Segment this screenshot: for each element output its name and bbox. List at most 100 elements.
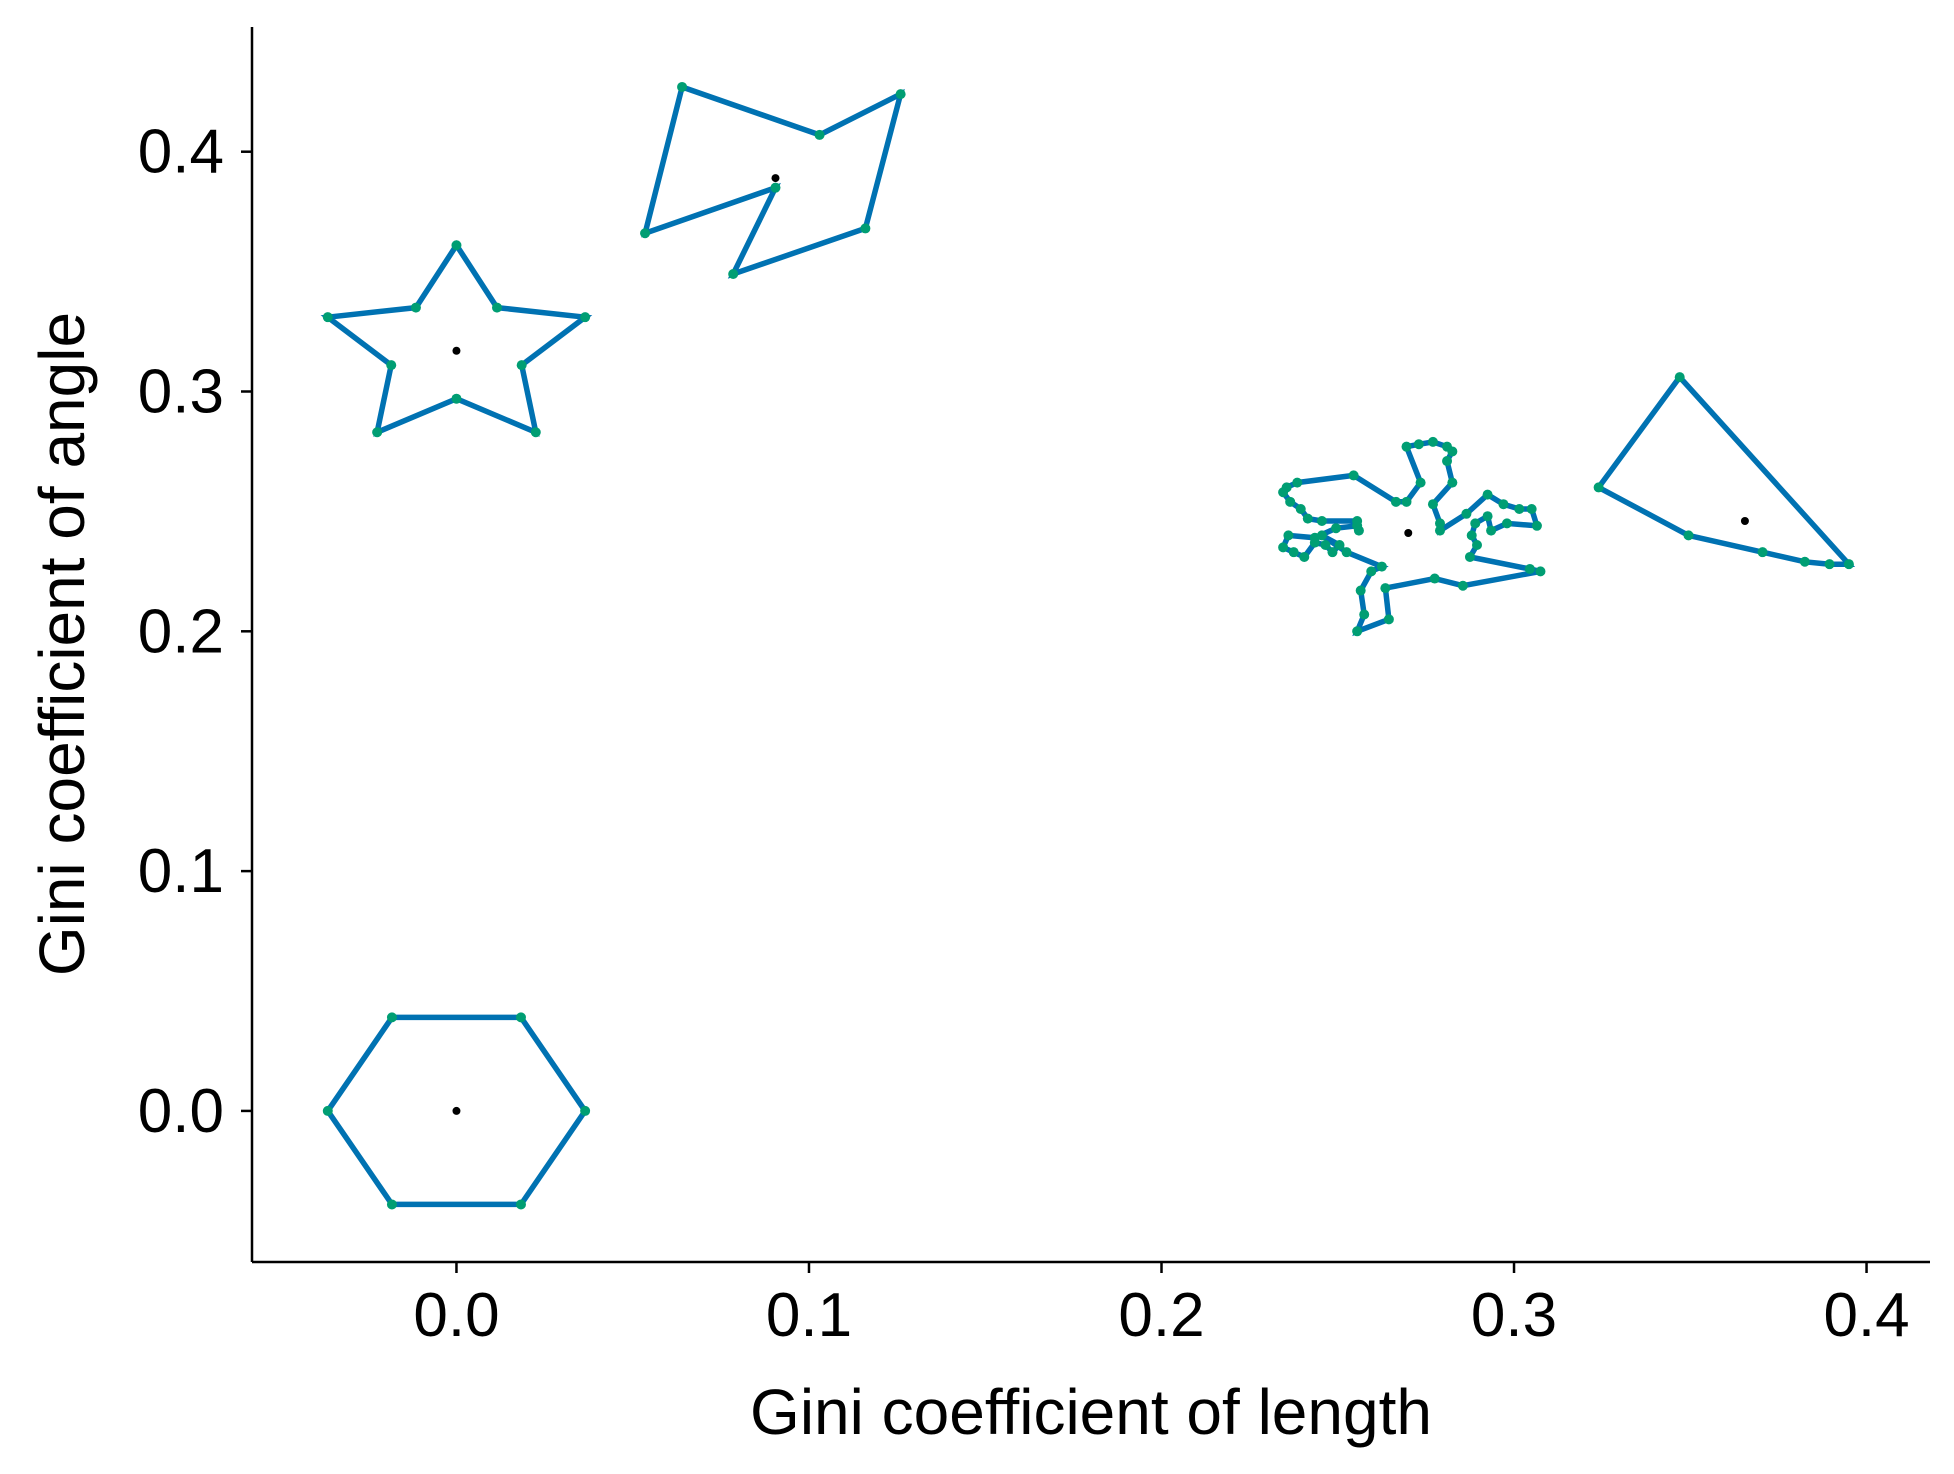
vertex-point <box>410 302 421 313</box>
vertex-point <box>1470 518 1481 529</box>
vertex-point <box>1461 508 1472 519</box>
vertex-point <box>1352 626 1363 637</box>
y-tick-label: 0.4 <box>138 118 224 187</box>
vertex-point <box>1348 470 1359 481</box>
y-tick-label: 0.2 <box>138 597 224 666</box>
vertex-point <box>1799 556 1810 567</box>
vertex-point <box>580 312 591 323</box>
vertex-point <box>860 223 871 234</box>
vertex-point <box>1535 566 1546 577</box>
vertex-point <box>1593 482 1604 493</box>
vertex-point <box>1327 547 1338 558</box>
x-tick-label: 0.2 <box>1118 1281 1204 1350</box>
vertex-point <box>1429 573 1440 584</box>
vertex-point <box>1383 614 1394 625</box>
shape-outline <box>641 83 905 279</box>
centroid-point <box>452 1106 461 1115</box>
vertex-point <box>1380 583 1391 594</box>
y-tick-label: 0.0 <box>138 1077 224 1146</box>
vertex-point <box>386 360 397 371</box>
vertex-point <box>580 1105 591 1116</box>
vertex-point <box>1341 547 1352 558</box>
vertex-point <box>1366 566 1377 577</box>
centroid-point <box>1404 528 1413 537</box>
vertex-point <box>1283 530 1294 541</box>
vertex-point <box>1352 516 1363 526</box>
vertex-point <box>1278 542 1289 553</box>
vertex-point <box>1288 547 1299 558</box>
vertex-point <box>1524 563 1535 574</box>
vertex-point <box>1501 518 1512 529</box>
vertex-point <box>386 1012 397 1023</box>
vertex-point <box>1526 504 1537 515</box>
vertex-point <box>322 1105 333 1116</box>
centroid-point <box>1740 517 1749 525</box>
vertex-point <box>1472 539 1483 550</box>
vertex-point <box>1299 551 1310 562</box>
vertex-point <box>814 129 825 140</box>
vertex-point <box>1486 525 1497 536</box>
vertex-point <box>1390 496 1401 507</box>
vertex-point <box>1683 530 1694 541</box>
vertex-point <box>1376 561 1387 572</box>
vertex-point <box>1824 559 1835 570</box>
vertex-point <box>451 393 462 404</box>
shape-outline <box>1594 372 1856 567</box>
vertex-point <box>1415 477 1426 488</box>
vertex-point <box>1316 516 1327 526</box>
centroid-point <box>452 346 461 355</box>
vertex-point <box>895 89 906 100</box>
vertex-point <box>372 427 383 438</box>
shape-outline <box>320 240 593 437</box>
vertex-point <box>516 360 527 371</box>
vertex-point <box>1331 523 1342 534</box>
vertex-point <box>1757 547 1768 558</box>
vertex-point <box>386 1199 397 1210</box>
vertex-point <box>1514 504 1525 515</box>
x-axis-label: Gini coefficient of length <box>750 1376 1432 1448</box>
vertex-point <box>1434 525 1445 536</box>
x-tick-label: 0.0 <box>413 1281 499 1350</box>
vertex-point <box>1466 530 1477 541</box>
shape-star <box>320 240 593 438</box>
vertex-point <box>1309 532 1320 543</box>
vertex-point <box>677 81 688 92</box>
vertex-point <box>1447 477 1458 488</box>
vertex-point <box>1359 609 1370 620</box>
shape-hexagon <box>322 1012 591 1210</box>
vertex-point <box>770 182 781 193</box>
y-axis-label: Gini coefficient of angle <box>26 312 98 976</box>
x-axis-ticks: 0.0 0.1 0.2 0.3 0.4 <box>413 1262 1910 1350</box>
shape-irregular <box>640 81 906 279</box>
vertex-point <box>1674 372 1685 383</box>
vertex-point <box>1482 489 1493 500</box>
shape-triangle <box>1593 372 1856 570</box>
vertex-point <box>1413 439 1424 450</box>
vertex-point <box>640 228 651 239</box>
vertex-point <box>451 240 462 251</box>
vertex-point <box>1843 559 1854 570</box>
vertex-point <box>1295 504 1306 515</box>
vertex-point <box>1427 499 1438 510</box>
vertex-point <box>1498 499 1509 510</box>
plot-area <box>320 81 1856 1210</box>
y-tick-label: 0.3 <box>138 358 224 427</box>
vertex-point <box>530 427 541 438</box>
vertex-point <box>1464 551 1475 562</box>
y-tick-label: 0.1 <box>138 837 224 906</box>
vertex-point <box>728 269 739 279</box>
vertex-point <box>1531 520 1542 531</box>
vertex-point <box>1457 580 1468 591</box>
vertex-point <box>1353 525 1364 536</box>
vertex-point <box>1320 539 1331 550</box>
x-tick-label: 0.1 <box>766 1281 852 1350</box>
x-tick-label: 0.3 <box>1471 1281 1557 1350</box>
shape-leaf <box>1278 436 1546 637</box>
vertex-point <box>492 302 503 313</box>
vertex-point <box>1401 496 1412 507</box>
vertex-point <box>1355 585 1366 596</box>
centroid-point <box>771 174 780 183</box>
vertex-point <box>322 312 333 323</box>
vertex-point <box>1434 518 1445 529</box>
